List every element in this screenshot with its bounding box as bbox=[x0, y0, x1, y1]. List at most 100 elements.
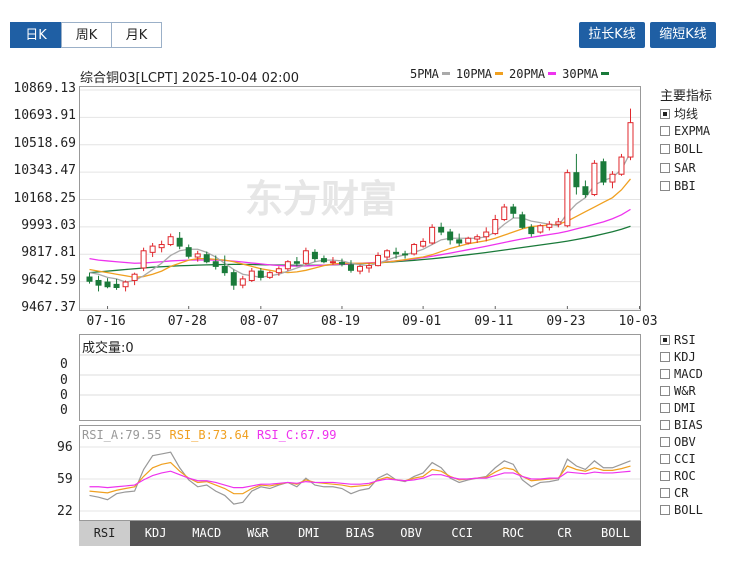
checkbox[interactable] bbox=[660, 125, 670, 136]
price-chart-pane[interactable]: 东方财富 bbox=[79, 86, 641, 311]
candle bbox=[573, 153, 580, 195]
checkbox[interactable] bbox=[660, 144, 670, 154]
candle-body bbox=[447, 231, 454, 241]
stretch-k-button[interactable]: 拉长K线 bbox=[579, 22, 645, 48]
bottom-tab-dmi[interactable]: DMI bbox=[298, 526, 320, 540]
sub-indicator-bias[interactable]: BIAS bbox=[660, 418, 703, 432]
candle bbox=[194, 250, 201, 262]
candle bbox=[284, 260, 291, 272]
legend-swatch bbox=[495, 72, 504, 75]
candle bbox=[483, 227, 490, 242]
candle-body bbox=[212, 261, 219, 267]
volume-tick: 0 bbox=[60, 373, 68, 388]
bottom-tab-obv[interactable]: OBV bbox=[400, 526, 422, 540]
indicator-label: CCI bbox=[674, 452, 696, 466]
checkbox[interactable] bbox=[660, 454, 670, 464]
checkbox[interactable] bbox=[660, 437, 670, 447]
candle bbox=[257, 267, 264, 281]
candle-body bbox=[528, 226, 535, 235]
tab-week-k[interactable]: 周K bbox=[61, 22, 112, 48]
candle bbox=[375, 252, 382, 267]
checkbox[interactable] bbox=[660, 488, 670, 498]
candle bbox=[221, 255, 228, 276]
legend-item: 5PMA bbox=[410, 67, 450, 81]
main-indicators-title: 主要指标 bbox=[660, 89, 713, 104]
candle bbox=[564, 169, 571, 228]
candle-body bbox=[474, 236, 481, 240]
candle bbox=[140, 247, 147, 272]
tab-day-k[interactable]: 日K bbox=[10, 22, 62, 48]
legend-item: 10PMA bbox=[456, 67, 504, 81]
candle bbox=[176, 232, 183, 250]
checkbox[interactable] bbox=[660, 352, 670, 362]
sub-indicator-boll[interactable]: BOLL bbox=[660, 503, 703, 517]
legend-label: 5PMA bbox=[410, 67, 439, 81]
sub-indicator-wr[interactable]: W&R bbox=[660, 384, 696, 398]
checkbox[interactable] bbox=[660, 335, 670, 345]
candle bbox=[302, 247, 309, 265]
sub-indicator-cci[interactable]: CCI bbox=[660, 452, 696, 466]
rsi-tick: 22 bbox=[57, 504, 73, 519]
bottom-tab-wr[interactable]: W&R bbox=[246, 526, 269, 540]
checkbox[interactable] bbox=[660, 369, 670, 379]
candle bbox=[212, 255, 219, 270]
bottom-tab-roc[interactable]: ROC bbox=[502, 526, 525, 540]
bottom-tab-bias[interactable]: BIAS bbox=[345, 526, 375, 540]
candle-body bbox=[546, 223, 553, 228]
indicator-label: BOLL bbox=[674, 503, 703, 517]
candle-body bbox=[248, 270, 255, 281]
sub-indicator-dmi[interactable]: DMI bbox=[660, 401, 696, 415]
bottom-tab-cci[interactable]: CCI bbox=[451, 526, 474, 540]
bottom-tab-boll[interactable]: BOLL bbox=[601, 526, 630, 540]
checkbox[interactable] bbox=[660, 162, 670, 173]
bottom-tab-macd[interactable]: MACD bbox=[192, 526, 222, 540]
rsi-tick: 59 bbox=[57, 472, 73, 487]
candle bbox=[519, 211, 526, 229]
tab-month-k[interactable]: 月K bbox=[111, 22, 162, 48]
shrink-k-button[interactable]: 缩短K线 bbox=[650, 22, 716, 48]
checkbox[interactable] bbox=[660, 403, 670, 413]
date-tick: 08-07 bbox=[239, 314, 279, 329]
candle bbox=[447, 228, 454, 245]
bottom-tab-cr[interactable]: CR bbox=[557, 526, 572, 540]
candle bbox=[429, 224, 436, 245]
candle-body bbox=[149, 245, 156, 253]
main-indicator-bbi[interactable]: BBI bbox=[660, 179, 696, 193]
sub-indicator-roc[interactable]: ROC bbox=[660, 469, 696, 483]
main-indicator-sar[interactable]: SAR bbox=[660, 161, 696, 175]
rsi-pane[interactable]: RSI_A:79.55 RSI_B:73.64 RSI_C:67.99 bbox=[79, 425, 641, 521]
checkbox[interactable] bbox=[660, 471, 670, 481]
candle-body bbox=[122, 281, 129, 288]
main-indicator-[interactable]: 均线 bbox=[660, 105, 698, 122]
indicator-label: BOLL bbox=[674, 142, 703, 156]
candle bbox=[203, 251, 210, 264]
checkbox[interactable] bbox=[660, 505, 670, 515]
candle-body bbox=[618, 156, 625, 175]
sub-indicator-macd[interactable]: MACD bbox=[660, 367, 703, 381]
bottom-tab-kdj[interactable]: KDJ bbox=[144, 526, 167, 540]
sub-indicator-kdj[interactable]: KDJ bbox=[660, 350, 696, 364]
sub-indicator-rsi[interactable]: RSI bbox=[660, 333, 696, 347]
volume-pane[interactable]: 成交量:0 bbox=[79, 334, 641, 421]
checkbox[interactable] bbox=[660, 420, 670, 430]
rsi-legend-item: RSI_A:79.55 bbox=[82, 428, 162, 442]
candle-body bbox=[311, 251, 318, 260]
indicator-tabs: RSI KDJ MACD W&R DMI BIAS OBV CCI ROC CR BOLL bbox=[79, 521, 641, 546]
bottom-tab-rsi[interactable]: RSI bbox=[79, 521, 131, 546]
main-indicator-boll[interactable]: BOLL bbox=[660, 142, 703, 156]
date-tick: 09-11 bbox=[474, 314, 514, 329]
checkbox[interactable] bbox=[660, 109, 670, 119]
candle-body bbox=[167, 236, 174, 246]
sub-indicator-obv[interactable]: OBV bbox=[660, 435, 696, 449]
candle bbox=[420, 238, 427, 248]
checkbox[interactable] bbox=[660, 181, 670, 191]
candle-body bbox=[293, 261, 300, 264]
candle bbox=[185, 244, 192, 259]
volume-tick: 0 bbox=[60, 357, 68, 372]
checkbox[interactable] bbox=[660, 386, 670, 396]
sub-indicator-cr[interactable]: CR bbox=[660, 486, 688, 500]
legend-item: 20PMA bbox=[509, 67, 557, 81]
candle bbox=[501, 203, 508, 222]
price-tick: 10518.69 bbox=[13, 135, 76, 151]
main-indicator-expma[interactable]: EXPMA bbox=[660, 124, 710, 138]
